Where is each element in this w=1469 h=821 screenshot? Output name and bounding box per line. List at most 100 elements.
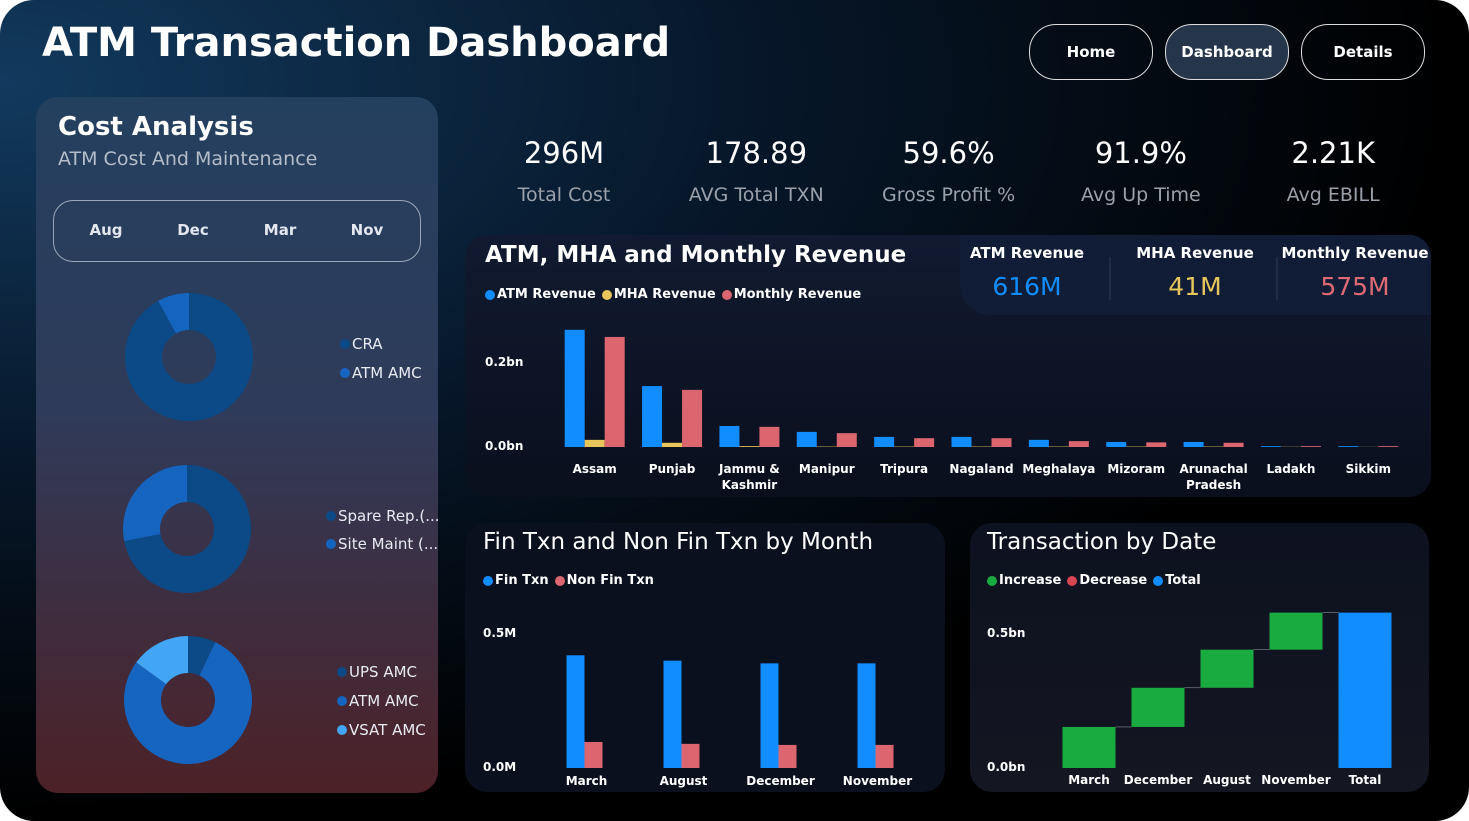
month-option[interactable]: Dec — [177, 221, 209, 239]
kpi-label: AVG Total TXN — [688, 184, 824, 206]
chart-title: Transaction by Date — [987, 529, 1217, 555]
legend-dot: #dc6670 — [721, 290, 732, 300]
summary-value: 41M — [1168, 272, 1222, 301]
bar — [682, 389, 703, 447]
nav-button[interactable]: Details — [1301, 24, 1425, 80]
bar — [662, 442, 683, 447]
bar — [914, 438, 935, 447]
legend-label: ATM Revenue — [497, 287, 596, 302]
donut-slice — [124, 465, 251, 593]
bar — [681, 743, 700, 768]
bar — [1300, 446, 1321, 447]
waterfall-bar — [1131, 687, 1185, 727]
bar — [739, 446, 760, 447]
legend-label: VSAT AMC — [349, 721, 426, 739]
kpi-label: Gross Profit % — [881, 184, 1016, 206]
bar — [778, 744, 797, 768]
x-tick-label: December — [1123, 773, 1193, 787]
nav-button[interactable]: Home — [1029, 24, 1153, 80]
y-tick-label: 0.2bn — [485, 355, 524, 369]
kpi-value: 178.89 — [705, 136, 808, 170]
legend-label: Non Fin Txn — [566, 573, 654, 588]
x-tick-label: Total — [1348, 773, 1382, 787]
waterfall-bar — [1269, 612, 1323, 650]
bar — [857, 663, 876, 768]
x-tick-label: November — [842, 774, 913, 788]
legend-label: Increase — [999, 573, 1062, 588]
month-option[interactable]: Mar — [263, 221, 297, 239]
kpi-value: 2.21K — [1291, 136, 1375, 170]
legend-label: UPS AMC — [349, 663, 417, 681]
legend-dot: #1565c0 — [326, 539, 336, 549]
revenue-summary-band — [960, 235, 1431, 315]
bar — [566, 655, 585, 768]
bar — [760, 663, 779, 768]
chart-title: ATM, MHA and Monthly Revenue — [485, 242, 907, 268]
donut-slice — [125, 293, 254, 422]
legend-label: Monthly Revenue — [733, 287, 862, 302]
kpi-label: Avg Up Time — [1081, 184, 1201, 206]
legend-dot: #1565c0 — [337, 696, 347, 706]
month-slicer — [53, 200, 421, 262]
y-tick-label: 0.0bn — [987, 760, 1026, 774]
summary-label: Monthly Revenue — [1281, 244, 1429, 262]
month-option[interactable]: Nov — [350, 221, 384, 239]
y-tick-label: 0.5M — [483, 625, 517, 640]
x-tick-label: Manipur — [798, 462, 855, 476]
x-tick-label: Sikkim — [1345, 462, 1391, 476]
kpi-label: Total Cost — [517, 184, 611, 206]
y-tick-label: 0.5bn — [987, 625, 1026, 640]
donut-slice — [123, 642, 253, 764]
legend-dot: #0b4a86 — [340, 339, 350, 349]
donut-slice — [188, 636, 216, 676]
bar — [1146, 442, 1167, 447]
legend-dot: #118dff — [483, 576, 493, 586]
legend-label: Decrease — [1079, 573, 1148, 588]
bar — [796, 431, 817, 447]
bar — [1028, 439, 1049, 447]
bar — [584, 439, 605, 447]
x-tick-label: Ladakh — [1266, 462, 1316, 476]
donut-slice — [136, 636, 188, 685]
x-tick-label: March — [1068, 773, 1110, 787]
bar — [663, 660, 682, 768]
x-tick-label: Arunachal Pradesh — [1179, 462, 1248, 492]
nav-button[interactable]: Dashboard — [1165, 24, 1289, 80]
waterfall-bar — [1200, 649, 1254, 688]
bar — [759, 426, 780, 447]
bar — [584, 741, 603, 768]
bar — [1183, 441, 1204, 447]
legend-dot: #118dff — [1153, 576, 1164, 586]
waterfall-bar — [1338, 612, 1392, 768]
bar — [875, 744, 894, 768]
legend-dot: #dc6670 — [554, 576, 565, 586]
legend-label: MHA Revenue — [613, 287, 716, 302]
bar — [1378, 446, 1399, 447]
bar — [719, 426, 740, 447]
legend-dot: #118dff — [485, 290, 495, 300]
kpi-label: Avg EBILL — [1286, 184, 1380, 206]
bar — [1106, 441, 1127, 447]
legend-label: Total — [1165, 573, 1201, 588]
panel-subtitle: ATM Cost And Maintenance — [58, 148, 318, 170]
bar — [1338, 446, 1359, 447]
x-tick-label: March — [565, 774, 608, 788]
y-tick-label: 0.0M — [483, 760, 517, 774]
x-tick-label: November — [1261, 773, 1331, 787]
bar — [874, 436, 895, 447]
legend-label: ATM AMC — [349, 692, 419, 710]
summary-value: 616M — [992, 272, 1062, 301]
legend-dot: #1aab40 — [987, 576, 997, 586]
summary-label: ATM Revenue — [969, 244, 1085, 262]
kpi-value: 91.9% — [1094, 136, 1187, 170]
legend-label: ATM AMC — [352, 364, 422, 382]
x-tick-label: Assam — [572, 462, 617, 476]
legend-dot: #0b4a86 — [326, 511, 336, 521]
bar — [836, 433, 857, 447]
dashboard-title: ATM Transaction Dashboard — [42, 20, 671, 66]
x-tick-label: Punjab — [648, 462, 696, 476]
legend-label: Spare Rep.(... — [338, 507, 440, 525]
month-option[interactable]: Aug — [89, 221, 123, 239]
